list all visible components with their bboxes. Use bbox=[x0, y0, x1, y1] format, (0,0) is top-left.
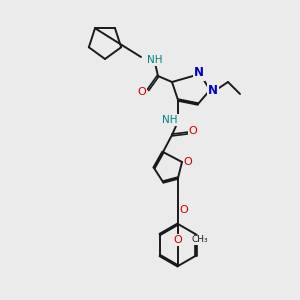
Text: O: O bbox=[174, 235, 182, 245]
Text: NH: NH bbox=[147, 55, 163, 65]
Text: NH: NH bbox=[162, 115, 178, 125]
Text: N: N bbox=[208, 83, 218, 97]
Text: O: O bbox=[189, 126, 197, 136]
Text: O: O bbox=[138, 87, 146, 97]
Text: CH₃: CH₃ bbox=[191, 236, 208, 244]
Text: O: O bbox=[184, 157, 192, 167]
Text: O: O bbox=[180, 205, 188, 215]
Text: N: N bbox=[194, 67, 204, 80]
